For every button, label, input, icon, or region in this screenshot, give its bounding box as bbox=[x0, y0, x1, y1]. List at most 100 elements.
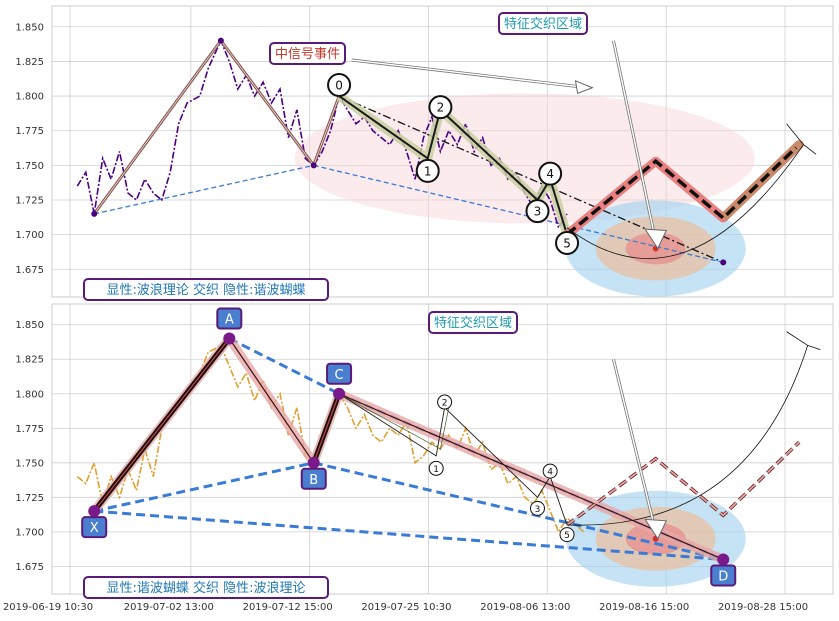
harmonic-line-core bbox=[93, 40, 340, 215]
y-tick-label: 1.725 bbox=[15, 196, 44, 207]
bottom-caption-box bbox=[83, 576, 329, 599]
x-axis: 2019-06-19 10:30 2019-07-02 13:00 2019-07-… bbox=[3, 602, 808, 613]
top-caption: 显性:波浪理论 交织 隐性:谐波蝴蝶 bbox=[106, 282, 305, 298]
wave-label-circle bbox=[542, 463, 558, 479]
harmonic-point-A bbox=[223, 332, 236, 345]
wave-path bbox=[338, 95, 568, 235]
harmonic-label-box-C bbox=[326, 362, 353, 385]
bottom-panel: 1.675 1.700 1.725 1.750 1.775 1.800 1.825 1.850… bbox=[15, 303, 834, 599]
bottom-caption: 显性:谐波蝴蝶 交织 隐性:波浪理论 bbox=[106, 580, 305, 596]
harmonic-leg-core-BC bbox=[313, 393, 340, 464]
y-tick-label: 1.800 bbox=[15, 389, 44, 400]
y-tick-label: 1.700 bbox=[15, 527, 44, 538]
projection-path bbox=[566, 441, 800, 526]
harmonic-label-D: D bbox=[718, 569, 728, 584]
top-event-annotation-box bbox=[269, 42, 346, 65]
arc-tick bbox=[786, 123, 817, 155]
x-tick-label: 2019-07-02 13:00 bbox=[124, 602, 214, 613]
wave-label-circle bbox=[327, 72, 352, 97]
wave-label-circle bbox=[437, 394, 453, 410]
y-tick-label: 1.700 bbox=[15, 230, 44, 241]
event-arrow-shaft-inner bbox=[351, 59, 589, 89]
arc-curve bbox=[566, 144, 804, 259]
wave-label-circle bbox=[559, 527, 575, 543]
point-start bbox=[91, 210, 98, 217]
wave-label-circle bbox=[529, 500, 545, 516]
wave-label: 3 bbox=[534, 205, 542, 219]
top-zone-annotation: 特征交织区域 bbox=[504, 16, 582, 32]
wave-path-alt bbox=[338, 393, 450, 450]
arc-tick bbox=[786, 331, 821, 350]
bottom-zone-annotation-box bbox=[428, 311, 518, 334]
top-event-annotation: 中信号事件 bbox=[275, 47, 340, 62]
y-tick-label: 1.800 bbox=[15, 92, 44, 103]
wave-label-circle bbox=[538, 161, 563, 186]
harmonic-point-C bbox=[333, 387, 346, 400]
harmonic-dashed-AC bbox=[228, 337, 340, 396]
wave-label: 5 bbox=[563, 236, 571, 250]
zone-arrow-shaft-inner bbox=[612, 40, 657, 242]
harmonic-label-A: A bbox=[225, 313, 234, 328]
event-arrowhead bbox=[574, 80, 594, 94]
harmonic-dashed-XB bbox=[93, 461, 315, 513]
wave-label-circle bbox=[555, 230, 580, 255]
harmonic-point-D bbox=[717, 553, 730, 566]
top-zone-annotation-box bbox=[498, 12, 588, 35]
y-tick-label: 1.850 bbox=[15, 22, 44, 33]
zone-arrowhead bbox=[644, 228, 668, 250]
x-tick-label: 2019-06-19 10:30 bbox=[3, 602, 93, 613]
x-tick-label: 2019-08-28 15:00 bbox=[718, 602, 808, 613]
wave-label: 1 bbox=[433, 465, 439, 475]
wave-label-circle bbox=[525, 199, 550, 224]
top-caption-box bbox=[83, 278, 329, 301]
y-tick-label: 1.775 bbox=[15, 424, 44, 435]
bottom-zone-annotation: 特征交织区域 bbox=[434, 315, 512, 331]
harmonic-label-B: B bbox=[309, 473, 318, 488]
point-trough bbox=[310, 162, 317, 169]
wave-label: 0 bbox=[335, 78, 343, 92]
wave-label: 2 bbox=[442, 399, 448, 409]
x-tick-label: 2019-08-06 13:00 bbox=[480, 602, 570, 613]
harmonic-label-C: C bbox=[335, 368, 344, 383]
wave-label: 2 bbox=[437, 101, 445, 115]
y-tick-label: 1.825 bbox=[15, 355, 44, 366]
y-tick-label: 1.675 bbox=[15, 562, 44, 573]
pink-zone bbox=[294, 93, 755, 224]
y-tick-label: 1.750 bbox=[15, 161, 44, 172]
harmonic-thin-AB bbox=[228, 338, 315, 464]
x-tick-label: 2019-07-25 10:30 bbox=[361, 602, 451, 613]
wave-label: 5 bbox=[564, 531, 570, 541]
wave-label: 3 bbox=[535, 505, 541, 515]
zone-arrowhead bbox=[644, 518, 668, 540]
point-end bbox=[720, 259, 727, 266]
harmonic-point-B bbox=[307, 456, 320, 469]
x-tick-label: 2019-07-12 15:00 bbox=[243, 602, 333, 613]
projection-path bbox=[565, 143, 801, 236]
harmonic-label-box-A bbox=[216, 307, 243, 330]
harmonic-label-box-X bbox=[81, 516, 108, 539]
harmonic-dashed-XD bbox=[94, 509, 724, 561]
harmonic-point-X bbox=[88, 505, 101, 518]
zone-arrow-shaft-inner bbox=[612, 359, 657, 533]
wave-label-circle bbox=[415, 158, 440, 183]
harmonic-label-X: X bbox=[90, 521, 99, 536]
wave-label: 1 bbox=[424, 164, 432, 178]
wave-label: 4 bbox=[546, 167, 554, 181]
x-tick-label: 2019-08-16 15:00 bbox=[599, 602, 689, 613]
harmonic-label-box-B bbox=[300, 467, 327, 490]
projection-end bbox=[794, 140, 804, 150]
wave-path bbox=[338, 393, 568, 526]
wave-label: 4 bbox=[547, 468, 553, 478]
y-tick-label: 1.850 bbox=[15, 320, 44, 331]
blue-dashed-line bbox=[94, 164, 314, 215]
y-tick-label: 1.725 bbox=[15, 493, 44, 504]
wave-label-circle bbox=[428, 460, 444, 476]
harmonic-leg-core-XA bbox=[93, 338, 230, 512]
blue-dashed-line bbox=[313, 164, 724, 264]
wave-label-circle bbox=[428, 95, 453, 120]
harmonic-dashed-BD bbox=[313, 461, 724, 561]
top-panel: 1.675 1.700 1.725 1.750 1.775 1.800 1.825 1.850… bbox=[15, 5, 834, 301]
harmonic-label-box-D bbox=[710, 564, 737, 587]
